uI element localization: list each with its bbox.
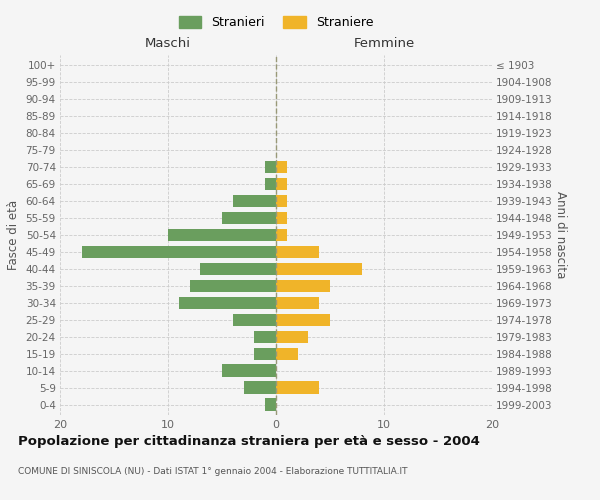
Bar — [276, 296, 319, 310]
Text: COMUNE DI SINISCOLA (NU) - Dati ISTAT 1° gennaio 2004 - Elaborazione TUTTITALIA.: COMUNE DI SINISCOLA (NU) - Dati ISTAT 1°… — [18, 468, 407, 476]
Bar — [276, 348, 298, 360]
Bar — [233, 194, 276, 207]
Bar — [276, 212, 287, 224]
Bar — [179, 296, 276, 310]
Y-axis label: Anni di nascita: Anni di nascita — [554, 192, 567, 278]
Bar — [265, 178, 276, 190]
Bar — [276, 330, 308, 344]
Bar — [82, 246, 276, 258]
Bar — [190, 280, 276, 292]
Bar — [244, 382, 276, 394]
Bar — [233, 314, 276, 326]
Bar — [276, 382, 319, 394]
Bar — [276, 314, 330, 326]
Legend: Stranieri, Straniere: Stranieri, Straniere — [173, 11, 379, 34]
Text: Popolazione per cittadinanza straniera per età e sesso - 2004: Popolazione per cittadinanza straniera p… — [18, 435, 480, 448]
Bar — [254, 348, 276, 360]
Bar — [276, 280, 330, 292]
Bar — [276, 262, 362, 276]
Bar — [222, 364, 276, 377]
Bar — [265, 160, 276, 173]
Bar — [276, 194, 287, 207]
Bar — [265, 398, 276, 411]
Bar — [222, 212, 276, 224]
Bar — [276, 160, 287, 173]
Bar — [276, 178, 287, 190]
Text: Femmine: Femmine — [353, 37, 415, 50]
Bar — [276, 246, 319, 258]
Bar — [254, 330, 276, 344]
Bar — [276, 228, 287, 241]
Y-axis label: Fasce di età: Fasce di età — [7, 200, 20, 270]
Text: Maschi: Maschi — [145, 37, 191, 50]
Bar — [168, 228, 276, 241]
Bar — [200, 262, 276, 276]
